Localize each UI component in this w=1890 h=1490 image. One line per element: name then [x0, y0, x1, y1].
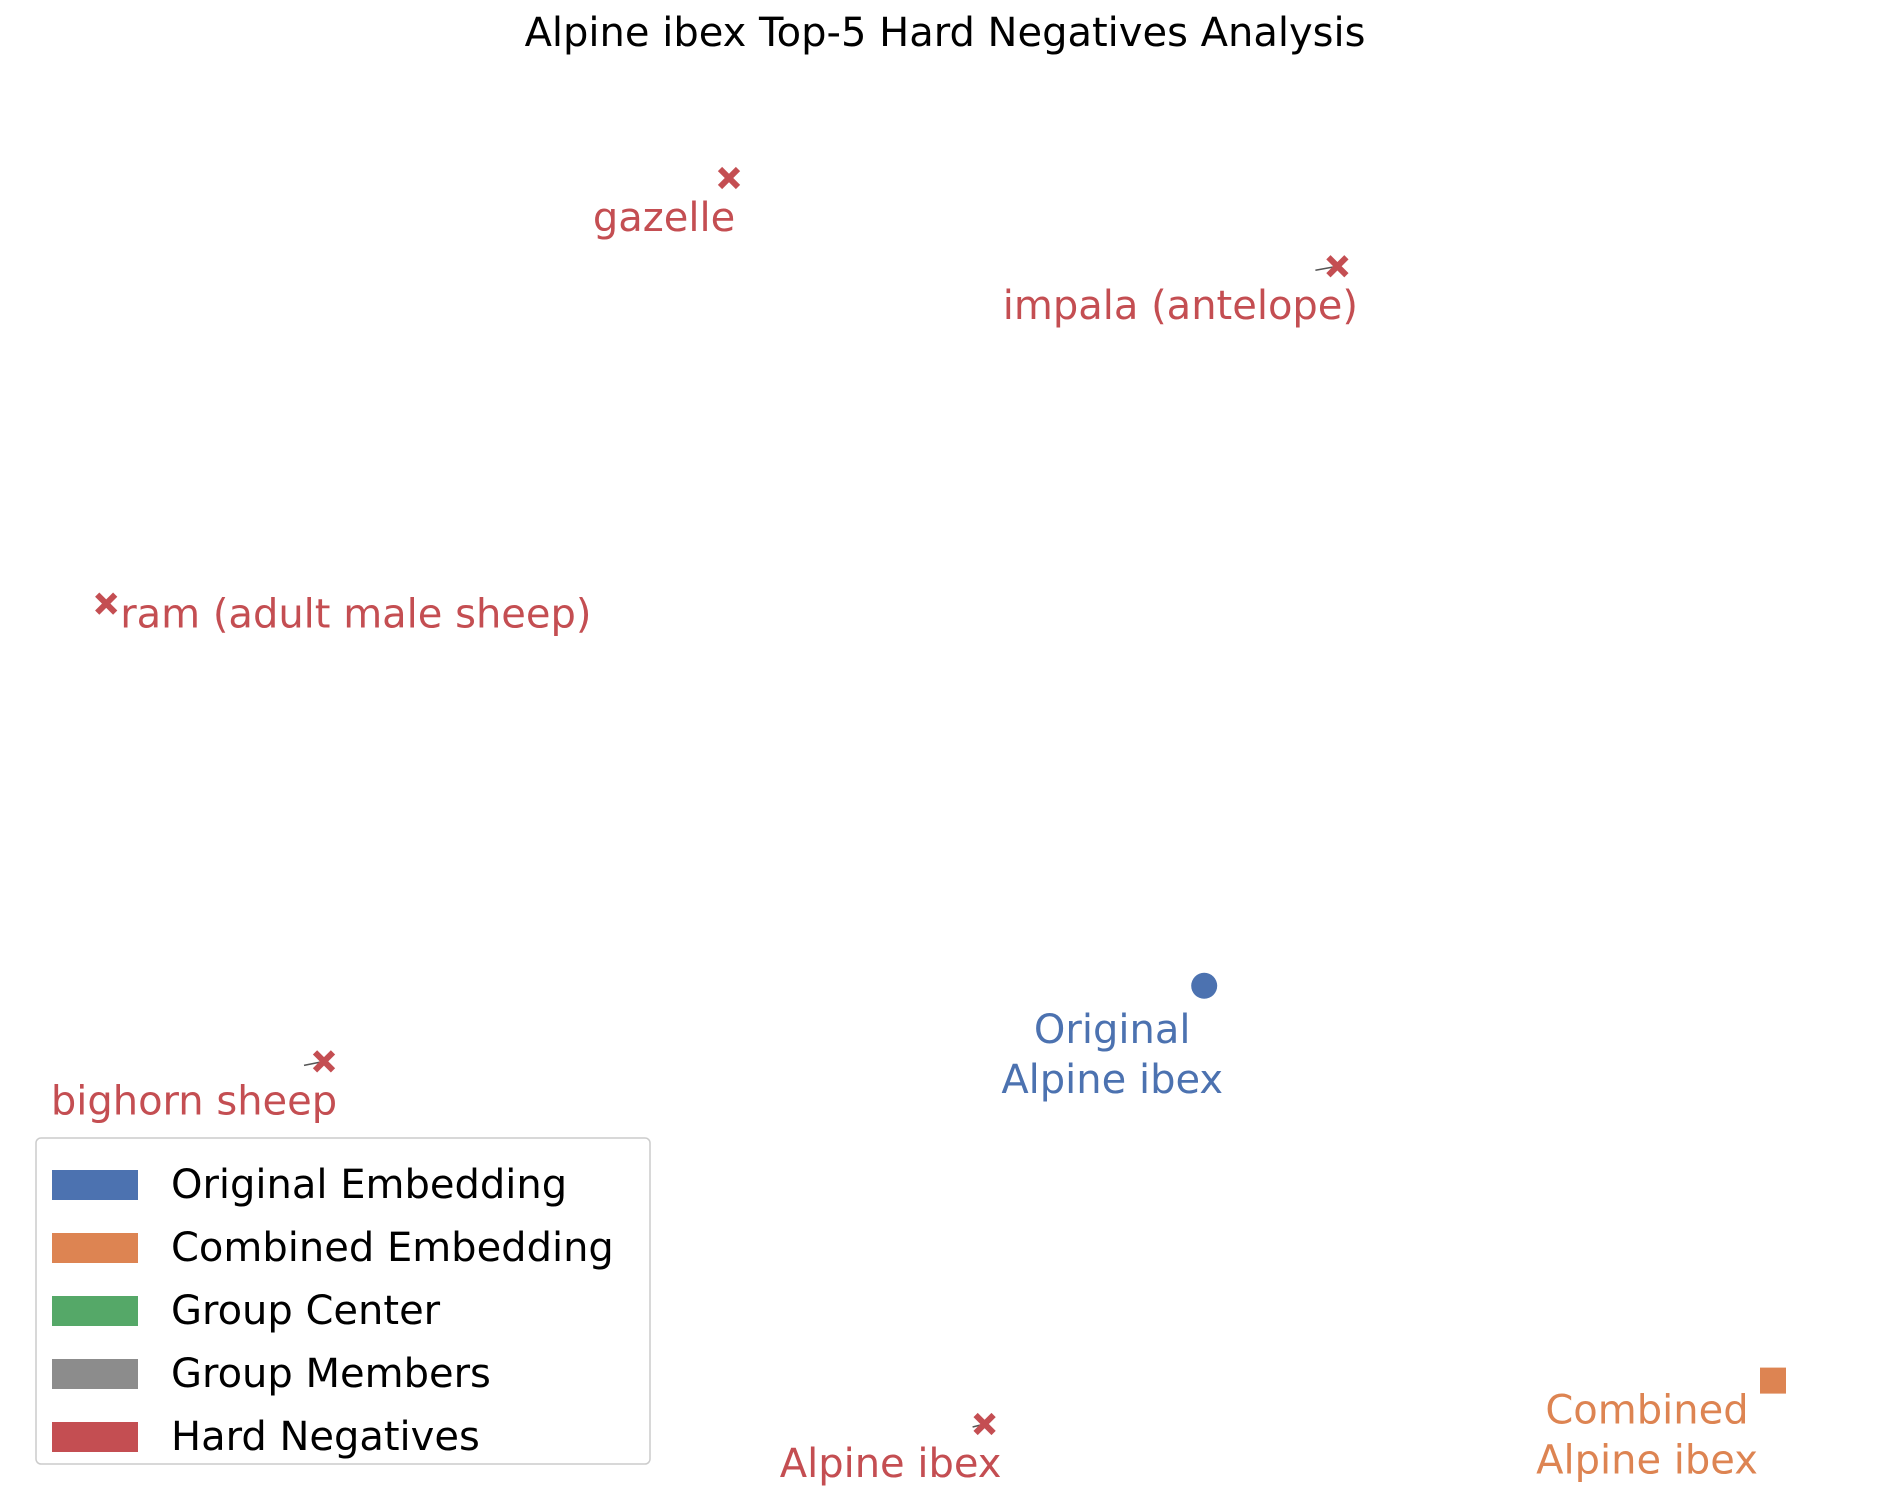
point-label-alpine-ibex: Alpine ibex: [780, 1441, 1002, 1487]
hard-negative-marker-bighorn-sheep: [312, 1050, 336, 1073]
point-label-impala-antelope: impala (antelope): [1003, 283, 1358, 329]
original-embedding-marker: [1191, 972, 1218, 999]
legend-label-original-embedding: Original Embedding: [171, 1162, 567, 1208]
legend-label-group-members: Group Members: [171, 1351, 491, 1397]
combined-embedding-marker: [1760, 1367, 1786, 1394]
legend-label-combined-embedding: Combined Embedding: [171, 1225, 614, 1271]
point-label-ram-adult-male-sheep: ram (adult male sheep): [120, 591, 591, 637]
chart-title: Alpine ibex Top-5 Hard Negatives Analysi…: [525, 10, 1366, 56]
legend-swatch-hard-negatives: [52, 1422, 138, 1452]
points-layer: gazelle impala (antelope) ram (adult male …: [51, 166, 1786, 1487]
legend: Original Embedding Combined Embedding Grou…: [35, 1137, 651, 1465]
hard-negative-marker-impala-antelope: [1326, 255, 1349, 278]
hard-negative-marker-alpine-ibex: [973, 1412, 996, 1436]
legend-swatch-group-center: [52, 1296, 138, 1326]
point-label-gazelle: gazelle: [593, 195, 735, 241]
legend-label-group-center: Group Center: [171, 1288, 441, 1334]
legend-swatch-combined-embedding: [52, 1233, 138, 1263]
hard-negative-marker-gazelle: [717, 166, 741, 190]
legend-swatch-original-embedding: [52, 1170, 138, 1200]
point-label-original-alpine-ibex: Original Alpine ibex: [1001, 1007, 1223, 1103]
point-label-bighorn-sheep: bighorn sheep: [51, 1078, 337, 1124]
legend-frame: [35, 1137, 651, 1465]
legend-swatch-group-members: [52, 1359, 138, 1389]
legend-label-hard-negatives: Hard Negatives: [171, 1414, 480, 1460]
hard-negative-marker-ram-adult-male-sheep: [95, 592, 118, 615]
point-label-combined-alpine-ibex: Combined Alpine ibex: [1536, 1387, 1758, 1483]
